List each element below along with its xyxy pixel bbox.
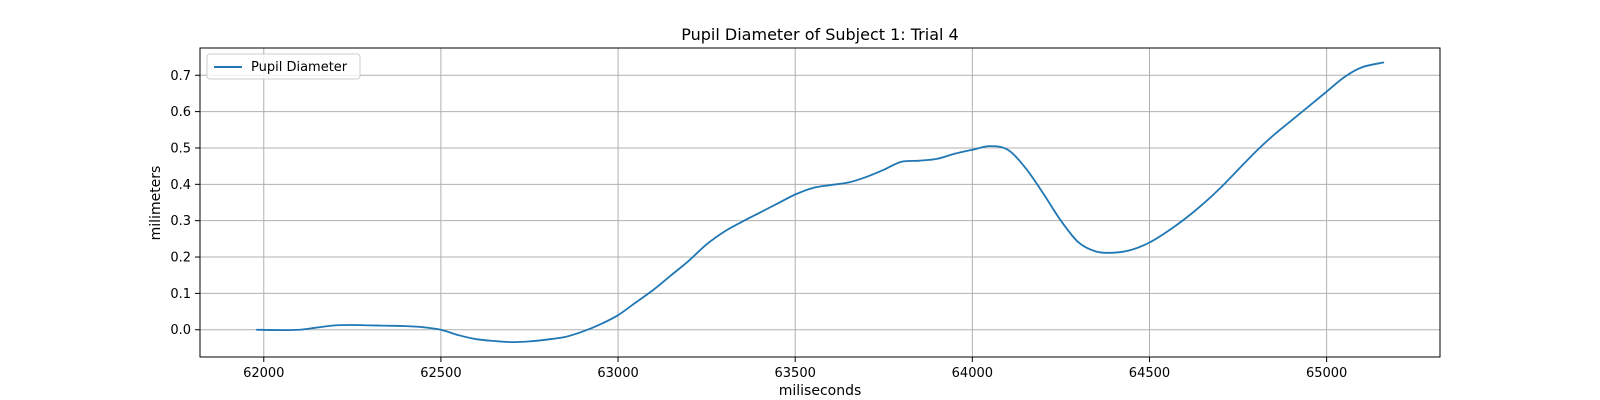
grid-lines <box>200 48 1440 357</box>
tick-layer: 62000 62500 63000 63500 64000 64500 65000 0.0 0.… <box>170 69 1347 381</box>
x-axis-title: miliseconds <box>779 383 862 399</box>
series-line-0 <box>255 61 1385 344</box>
y-tick-label: 0.4 <box>170 178 191 193</box>
plot-area-frame <box>199 47 1441 358</box>
y-tick-label: 0.7 <box>170 69 191 84</box>
x-tick-label: 62500 <box>420 366 461 381</box>
legend-label: Pupil Diameter <box>251 60 348 75</box>
series-layer <box>255 61 1385 344</box>
y-tick-label: 0.1 <box>170 287 191 302</box>
legend-box <box>206 53 361 80</box>
x-tick-label: 62000 <box>243 366 284 381</box>
legend: Pupil Diameter <box>206 53 361 80</box>
y-tick-label: 0.3 <box>170 214 191 229</box>
x-tick-label: 63000 <box>597 366 638 381</box>
chart-title: Pupil Diameter of Subject 1: Trial 4 <box>681 25 958 44</box>
y-tick-label: 0.6 <box>170 105 191 120</box>
y-tick-label: 0.5 <box>170 141 191 156</box>
x-tick-label: 65000 <box>1306 366 1347 381</box>
y-tick-label: 0.0 <box>170 323 191 338</box>
y-axis-title: milimeters <box>148 166 164 241</box>
x-tick-label: 64000 <box>952 366 993 381</box>
x-tick-label: 64500 <box>1129 366 1170 381</box>
x-tick-label: 63500 <box>775 366 816 381</box>
y-tick-label: 0.2 <box>170 251 191 266</box>
